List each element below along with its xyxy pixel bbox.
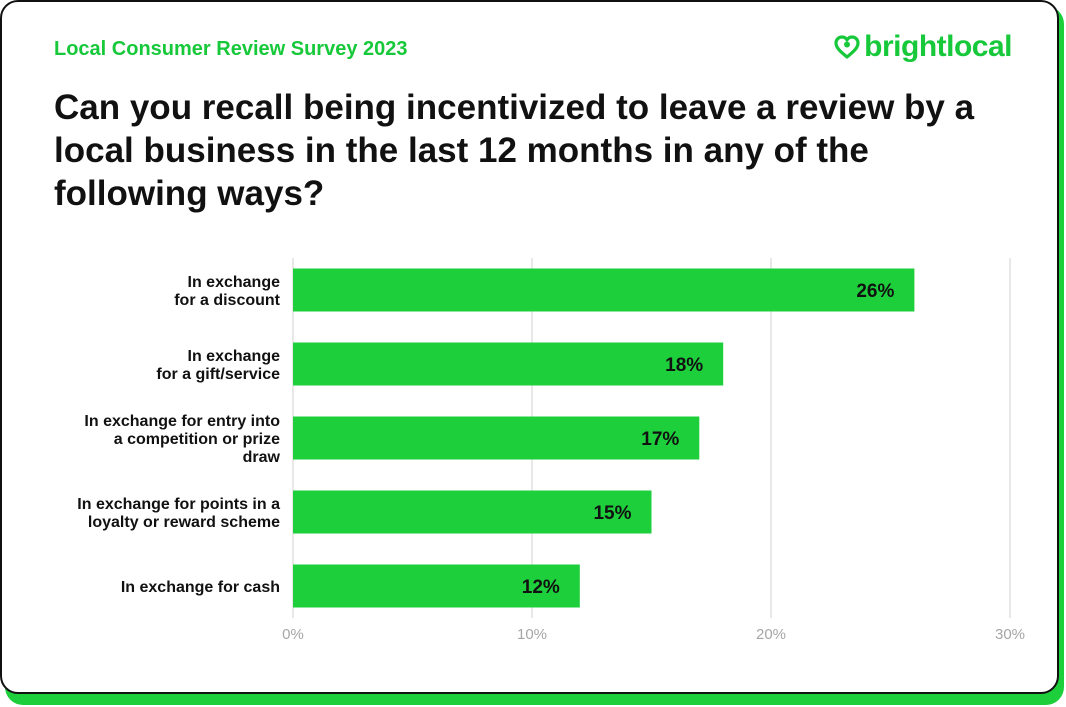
value-label-3: 15% [593,503,631,524]
x-tick-label-30: 30% [995,626,1025,643]
x-axis-ticks: 0% 10% 20% 30% [282,626,1025,643]
bar-4 [293,564,580,608]
value-label-1: 18% [665,355,703,376]
bar-2 [293,416,700,460]
bar-0 [293,268,915,312]
x-tick-label-10: 10% [517,626,547,643]
bar-1 [293,342,724,386]
chart-title: Can you recall being incentivized to lea… [54,88,975,213]
category-label-3: In exchange for points in a loyalty or re… [77,496,280,531]
x-tick-label-20: 20% [756,626,786,643]
value-label-4: 12% [522,577,560,598]
category-label-0: In exchange for a discount [174,274,280,309]
survey-subtitle: Local Consumer Review Survey 2023 [54,38,408,60]
category-label-1: In exchange for a gift/service [156,348,280,383]
value-label-2: 17% [641,429,679,450]
brand-logo: brightlocal [834,30,1012,64]
category-label-4: In exchange for cash [121,579,280,596]
brand-name: brightlocal [864,30,1012,63]
x-tick-label-0: 0% [282,626,304,643]
value-label-0: 26% [856,281,894,302]
bars: 26% 18% 17% 15% 12% [293,268,915,608]
category-label-2: In exchange for entry into a competition … [84,413,280,466]
bar-3 [293,490,652,534]
heart-pin-icon [834,35,860,59]
category-labels: In exchange for a discount In exchange for … [77,274,280,596]
